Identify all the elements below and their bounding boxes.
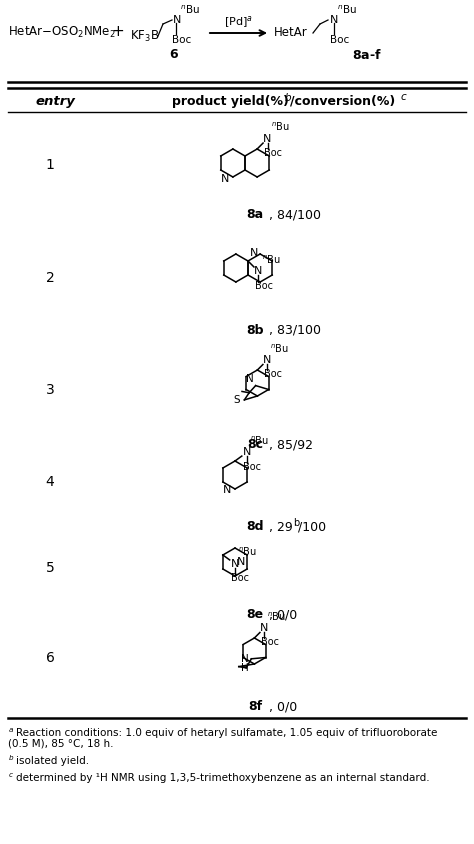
Text: 8c: 8c: [247, 439, 263, 452]
Text: $^c$: $^c$: [8, 772, 14, 782]
Text: $\mathbf{8a}$-$\mathbf{f}$: $\mathbf{8a}$-$\mathbf{f}$: [352, 48, 382, 62]
Text: $^n$Bu: $^n$Bu: [180, 4, 200, 16]
Text: 8b: 8b: [246, 323, 264, 337]
Text: HetAr: HetAr: [274, 26, 308, 40]
Text: entry: entry: [35, 95, 75, 107]
Text: KF$_3$B: KF$_3$B: [130, 29, 159, 44]
Text: 8a: 8a: [246, 208, 264, 221]
Text: $c$: $c$: [400, 92, 408, 102]
Text: Boc: Boc: [261, 637, 279, 647]
Text: $^a$: $^a$: [8, 727, 14, 737]
Text: N: N: [264, 133, 272, 143]
Text: N: N: [263, 355, 271, 365]
Text: isolated yield.: isolated yield.: [16, 756, 89, 766]
Text: $^n$Bu: $^n$Bu: [337, 4, 357, 16]
Text: , 85/92: , 85/92: [269, 439, 313, 452]
Text: $^n$Bu: $^n$Bu: [250, 435, 269, 446]
Text: determined by ¹H NMR using 1,3,5-trimethoxybenzene as an internal standard.: determined by ¹H NMR using 1,3,5-trimeth…: [16, 773, 429, 783]
Text: N: N: [330, 15, 338, 25]
Text: $^b$: $^b$: [8, 755, 14, 765]
Text: N: N: [254, 267, 263, 276]
Text: 1: 1: [46, 158, 55, 172]
Text: [Pd]$^a$: [Pd]$^a$: [224, 14, 253, 30]
Text: $^n$Bu: $^n$Bu: [271, 121, 290, 133]
Text: , 0/0: , 0/0: [269, 609, 297, 621]
Text: Boc: Boc: [231, 573, 249, 583]
Text: $\mathbf{6}$: $\mathbf{6}$: [169, 48, 179, 62]
Text: Boc: Boc: [264, 149, 282, 159]
Text: /100: /100: [298, 521, 326, 533]
Text: N: N: [243, 447, 251, 457]
Text: S: S: [234, 395, 240, 405]
Text: 8d: 8d: [246, 521, 264, 533]
Text: H: H: [241, 663, 248, 673]
Text: $^n$Bu: $^n$Bu: [238, 545, 257, 558]
Text: $^n$Bu: $^n$Bu: [262, 253, 281, 266]
Text: , 84/100: , 84/100: [269, 208, 321, 221]
Text: /conversion(%): /conversion(%): [290, 95, 395, 107]
Text: $^n$Bu: $^n$Bu: [267, 611, 286, 624]
Text: N: N: [220, 174, 229, 184]
Text: , 0/0: , 0/0: [269, 701, 297, 713]
Text: 3: 3: [46, 383, 55, 397]
Text: HetAr$-$OSO$_2$NMe$_2$: HetAr$-$OSO$_2$NMe$_2$: [8, 24, 116, 40]
Text: , 83/100: , 83/100: [269, 323, 321, 337]
Text: $b$: $b$: [284, 91, 292, 103]
Text: Boc: Boc: [330, 35, 349, 45]
Text: N: N: [246, 374, 254, 384]
Text: N: N: [223, 485, 231, 495]
Text: 5: 5: [46, 561, 55, 575]
Text: Boc: Boc: [264, 369, 282, 379]
Text: 8e: 8e: [246, 609, 264, 621]
Text: 8f: 8f: [248, 701, 262, 713]
Text: product yield(%): product yield(%): [172, 95, 289, 107]
Text: 6: 6: [46, 651, 55, 665]
Text: N: N: [173, 15, 182, 25]
Text: (0.5 M), 85 °C, 18 h.: (0.5 M), 85 °C, 18 h.: [8, 739, 113, 749]
Text: Boc: Boc: [172, 35, 191, 45]
Text: 4: 4: [46, 475, 55, 489]
Text: +: +: [111, 24, 124, 40]
Text: Boc: Boc: [243, 462, 261, 472]
Text: b: b: [293, 518, 299, 528]
Text: 2: 2: [46, 271, 55, 285]
Text: N: N: [250, 248, 258, 258]
Text: Reaction conditions: 1.0 equiv of hetaryl sulfamate, 1.05 equiv of trifluorobora: Reaction conditions: 1.0 equiv of hetary…: [16, 728, 438, 738]
Text: N: N: [230, 559, 239, 569]
Text: Boc: Boc: [255, 281, 273, 291]
Text: N: N: [237, 557, 245, 567]
Text: , 29: , 29: [269, 521, 293, 533]
Text: N: N: [241, 654, 248, 663]
Text: N: N: [260, 624, 268, 633]
Text: $^n$Bu: $^n$Bu: [270, 344, 289, 355]
